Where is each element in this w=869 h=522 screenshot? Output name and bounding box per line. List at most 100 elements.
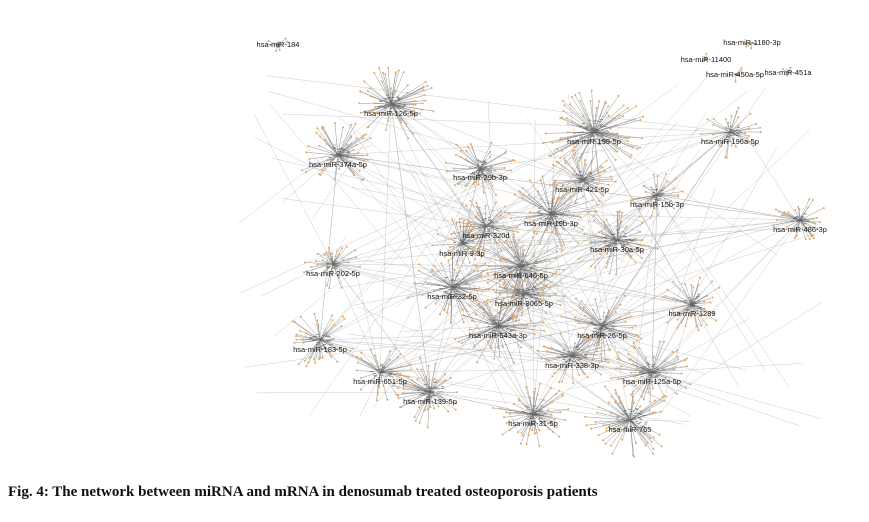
node-label: hsa-miR-26-5p xyxy=(577,331,627,340)
spokes xyxy=(662,277,720,331)
spokes xyxy=(268,38,288,51)
gene-labels xyxy=(369,364,393,380)
edges xyxy=(238,75,822,433)
gene-labels xyxy=(573,171,595,190)
gene-nodes xyxy=(734,67,743,83)
gene-nodes xyxy=(504,175,598,252)
gene-nodes xyxy=(301,122,372,181)
node-label: hsa-miR-199-5p xyxy=(567,137,621,146)
spokes xyxy=(445,142,515,196)
node-label: hsa-miR-29b-3p xyxy=(453,173,507,182)
node-label: hsa-miR-3065-5p xyxy=(495,299,553,308)
node-label: hsa-miR-651-5p xyxy=(353,377,407,386)
gene-labels xyxy=(603,229,634,251)
gene-nodes xyxy=(781,66,792,77)
gene-nodes xyxy=(431,218,493,266)
gene-labels xyxy=(734,72,739,76)
gene-labels xyxy=(683,296,704,312)
node-label: hsa-miR-374a-5p xyxy=(309,160,367,169)
node-label: hsa-miR-9-3p xyxy=(439,249,484,258)
gene-nodes xyxy=(453,297,546,365)
gene-labels xyxy=(536,202,565,224)
gene-labels xyxy=(723,126,743,139)
gene-nodes xyxy=(584,382,667,458)
spokes xyxy=(432,219,492,265)
gene-labels xyxy=(485,315,514,339)
node-label: hsa-miR-1180-3p xyxy=(723,38,780,47)
gene-nodes xyxy=(351,347,412,402)
gene-nodes xyxy=(744,42,753,50)
gene-nodes xyxy=(700,106,762,159)
gene-labels xyxy=(416,382,445,404)
gene-labels xyxy=(377,92,406,116)
node-label: hsa-miR-19b-3p xyxy=(524,219,578,228)
gene-labels xyxy=(511,284,540,305)
gene-labels xyxy=(615,408,648,432)
node-label: hsa-miR-32-5p xyxy=(427,292,477,301)
gene-nodes xyxy=(701,52,708,63)
node-label: hsa-miR-30a-5p xyxy=(590,245,644,254)
node-label: hsa-miR-421-5p xyxy=(555,185,609,194)
gene-labels xyxy=(437,275,469,300)
gene-labels xyxy=(638,362,666,382)
figure-caption: Fig. 4: The network between miRNA and mR… xyxy=(8,484,598,500)
gene-labels xyxy=(651,188,667,202)
gene-labels xyxy=(478,216,500,234)
node-label: hsa-miR-643a-3p xyxy=(469,331,527,340)
gene-labels xyxy=(791,213,810,225)
gene-labels xyxy=(785,71,791,74)
gene-labels xyxy=(468,159,493,177)
gene-nodes xyxy=(406,245,495,325)
node-label: hsa-miR-338-3p xyxy=(545,361,599,370)
gene-labels xyxy=(325,257,345,272)
gene-labels xyxy=(453,235,475,252)
gene-labels xyxy=(703,58,708,61)
node-label: hsa-miR-451a xyxy=(764,68,812,77)
network: hsa-miR-184 hsa-miR-1180-3p hsa-miR-11400 h… xyxy=(238,37,827,458)
gene-labels xyxy=(276,41,281,48)
gene-nodes xyxy=(661,276,720,332)
clusters xyxy=(267,37,825,458)
spokes xyxy=(537,333,611,384)
gene-labels xyxy=(326,144,352,163)
gene-labels xyxy=(578,118,612,146)
gene-nodes xyxy=(610,340,692,403)
gene-nodes xyxy=(358,66,435,140)
gene-nodes xyxy=(536,333,612,385)
node-label: hsa-miR-15b-3p xyxy=(630,200,684,209)
node-label: hsa-miR-202-5p xyxy=(306,269,360,278)
node-label: hsa-miR-450a-5p xyxy=(706,70,764,79)
node-label: hsa-miR-320d xyxy=(462,231,509,240)
spokes xyxy=(454,298,545,364)
spokes xyxy=(407,246,494,324)
gene-nodes xyxy=(492,382,570,447)
node-label: hsa-miR-11400 xyxy=(681,55,732,64)
spokes xyxy=(542,90,644,174)
gene-nodes xyxy=(772,198,825,240)
node-label: hsa-miR-646-5p xyxy=(494,271,548,280)
gene-labels xyxy=(752,42,758,45)
edge-lines xyxy=(238,75,822,433)
gene-nodes xyxy=(303,245,361,290)
gene-labels xyxy=(508,253,539,278)
node-label: hsa-miR-196a-5p xyxy=(701,137,759,146)
gene-labels xyxy=(590,316,616,336)
gene-nodes xyxy=(391,356,458,429)
spokes xyxy=(585,383,666,457)
node-label: hsa-miR-1289 xyxy=(668,309,715,318)
spokes xyxy=(745,42,753,49)
gene-nodes xyxy=(473,228,565,302)
node-label: hsa-miR-486-3p xyxy=(773,225,827,234)
gene-nodes xyxy=(577,210,659,276)
node-label: hsa-miR-139-5p xyxy=(403,397,457,406)
node-label: hsa-miR-183-5p xyxy=(293,345,347,354)
gene-nodes xyxy=(291,312,355,368)
node-label: hsa-miR-125a-5p xyxy=(623,377,681,386)
node-label: hsa-miR-31-5p xyxy=(508,419,558,428)
node-label: hsa-miR-184 xyxy=(257,40,300,49)
node-label: hsa-miR-126-5p xyxy=(364,109,418,118)
gene-nodes xyxy=(267,37,289,52)
spokes xyxy=(292,313,354,367)
gene-labels xyxy=(521,405,547,425)
